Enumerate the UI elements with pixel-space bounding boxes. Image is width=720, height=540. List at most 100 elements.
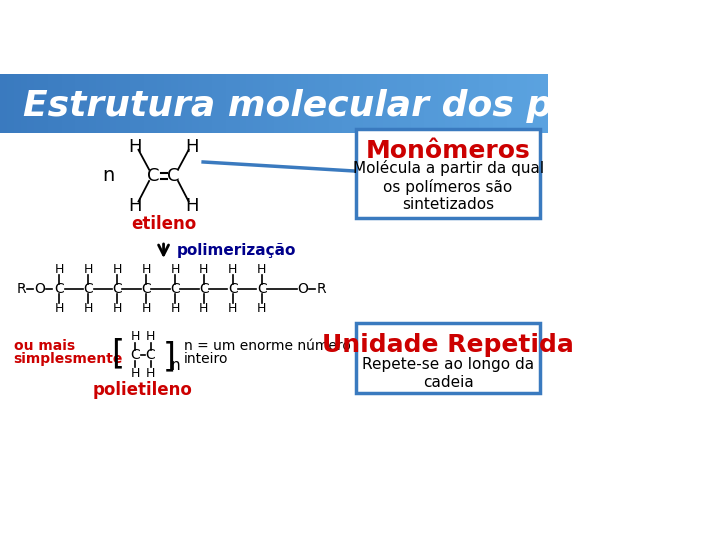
Bar: [384, 65, 390, 133]
Text: H: H: [131, 330, 140, 343]
Text: C: C: [112, 282, 122, 296]
Text: H: H: [55, 302, 64, 315]
Bar: [117, 65, 123, 133]
Text: C: C: [141, 282, 151, 296]
Bar: [219, 65, 226, 133]
Bar: [41, 65, 48, 133]
Text: H: H: [171, 263, 180, 276]
Text: H: H: [257, 263, 266, 276]
Bar: [336, 65, 342, 133]
Bar: [21, 65, 27, 133]
Text: Unidade Repetida: Unidade Repetida: [322, 333, 574, 356]
Bar: [123, 65, 130, 133]
Bar: [233, 65, 240, 133]
Text: H: H: [146, 367, 156, 380]
Text: Estrutura molecular dos polímeros: Estrutura molecular dos polímeros: [23, 87, 720, 123]
Bar: [472, 65, 480, 133]
Text: H: H: [128, 138, 141, 156]
Bar: [356, 65, 363, 133]
Text: Molécula a partir da qual
os polímeros são
sintetizados: Molécula a partir da qual os polímeros s…: [353, 160, 544, 212]
Bar: [534, 65, 541, 133]
Text: H: H: [131, 367, 140, 380]
Text: H: H: [186, 197, 199, 215]
Text: C: C: [167, 167, 180, 185]
Text: H: H: [112, 263, 122, 276]
Text: n: n: [170, 359, 180, 373]
Text: H: H: [257, 302, 266, 315]
Bar: [185, 65, 192, 133]
Bar: [377, 65, 384, 133]
Bar: [363, 65, 369, 133]
Bar: [301, 65, 308, 133]
Bar: [411, 65, 418, 133]
Bar: [240, 65, 246, 133]
Bar: [68, 65, 76, 133]
Bar: [390, 65, 397, 133]
Text: C: C: [228, 282, 238, 296]
Bar: [486, 65, 493, 133]
Bar: [281, 65, 287, 133]
Bar: [322, 65, 328, 133]
Text: R: R: [17, 282, 26, 296]
Bar: [452, 65, 459, 133]
Text: C: C: [257, 282, 266, 296]
Bar: [171, 65, 178, 133]
Bar: [328, 65, 336, 133]
Text: H: H: [171, 302, 180, 315]
Bar: [425, 65, 431, 133]
Bar: [267, 65, 274, 133]
Bar: [521, 65, 527, 133]
Bar: [199, 65, 205, 133]
Text: O: O: [34, 282, 45, 296]
Text: polimerização: polimerização: [176, 244, 296, 259]
Bar: [397, 65, 404, 133]
Text: [: [: [111, 337, 124, 370]
Text: ]: ]: [163, 340, 176, 373]
Bar: [212, 65, 219, 133]
Text: H: H: [55, 263, 64, 276]
Bar: [500, 65, 507, 133]
Bar: [14, 65, 21, 133]
Text: H: H: [141, 263, 150, 276]
Bar: [315, 65, 322, 133]
Bar: [349, 65, 356, 133]
Bar: [541, 65, 548, 133]
Bar: [527, 65, 534, 133]
Bar: [76, 65, 82, 133]
Bar: [27, 65, 35, 133]
Text: H: H: [141, 302, 150, 315]
Bar: [404, 65, 411, 133]
Text: n: n: [103, 166, 115, 185]
Bar: [205, 65, 212, 133]
Bar: [192, 65, 199, 133]
Text: C: C: [145, 348, 156, 362]
Bar: [89, 65, 96, 133]
FancyBboxPatch shape: [356, 323, 540, 393]
Bar: [438, 65, 445, 133]
Bar: [103, 65, 109, 133]
Text: C: C: [55, 282, 64, 296]
Text: Monômeros: Monômeros: [366, 139, 531, 163]
Bar: [0, 65, 7, 133]
Text: H: H: [228, 263, 238, 276]
Bar: [287, 65, 294, 133]
Text: C: C: [199, 282, 209, 296]
Bar: [0, 65, 548, 74]
Text: etileno: etileno: [131, 215, 196, 233]
Text: simplesmente: simplesmente: [14, 352, 123, 366]
Bar: [253, 65, 260, 133]
Text: H: H: [186, 138, 199, 156]
Bar: [274, 65, 281, 133]
Bar: [109, 65, 117, 133]
Bar: [158, 65, 164, 133]
Bar: [480, 65, 486, 133]
Text: H: H: [84, 302, 93, 315]
Bar: [466, 65, 472, 133]
Bar: [96, 65, 103, 133]
Bar: [459, 65, 466, 133]
Bar: [308, 65, 315, 133]
Text: H: H: [199, 302, 209, 315]
Bar: [178, 65, 185, 133]
Text: polietileno: polietileno: [93, 381, 193, 399]
Bar: [55, 65, 62, 133]
